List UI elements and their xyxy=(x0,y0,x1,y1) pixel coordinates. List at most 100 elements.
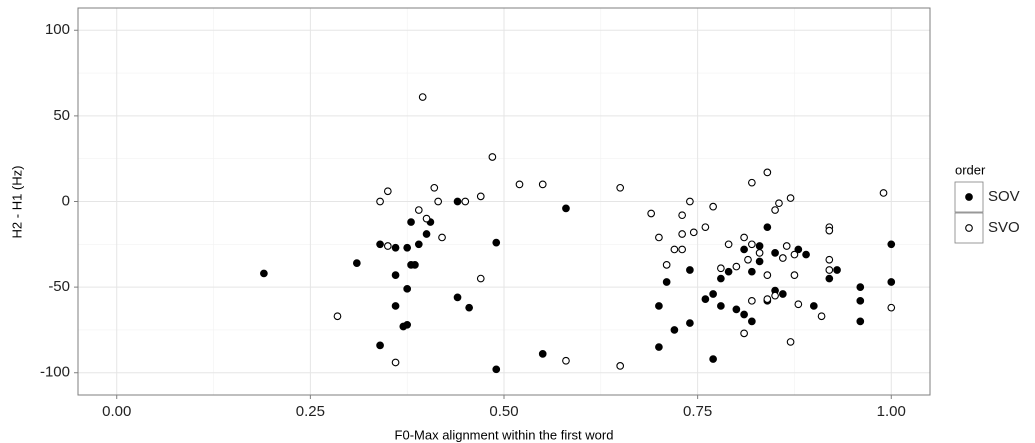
point xyxy=(383,187,392,196)
point xyxy=(732,262,741,271)
legend-marker xyxy=(965,224,973,232)
y-axis-title: H2 - H1 (Hz) xyxy=(9,166,24,239)
point xyxy=(763,223,772,232)
point xyxy=(476,274,485,283)
point xyxy=(616,183,625,192)
point xyxy=(383,242,392,250)
x-tick-label: 0.50 xyxy=(489,403,518,420)
point xyxy=(655,302,663,310)
point xyxy=(391,302,400,310)
point xyxy=(786,194,795,202)
point xyxy=(391,271,400,279)
point xyxy=(562,204,570,213)
y-tick-label: 100 xyxy=(45,21,70,38)
point xyxy=(778,290,787,298)
point xyxy=(414,206,423,214)
point xyxy=(655,233,663,242)
point xyxy=(422,230,431,238)
legend-title: order xyxy=(955,162,986,177)
point xyxy=(709,290,717,298)
point xyxy=(744,255,752,264)
point xyxy=(476,192,485,201)
y-tick-label: -50 xyxy=(48,278,70,295)
point xyxy=(701,295,710,303)
point xyxy=(701,223,710,232)
point xyxy=(825,226,834,235)
point xyxy=(790,271,799,279)
point xyxy=(879,189,888,197)
point xyxy=(778,254,787,262)
x-tick-label: 0.75 xyxy=(683,403,712,420)
point xyxy=(538,350,547,358)
point xyxy=(809,302,818,310)
point xyxy=(461,197,470,206)
point xyxy=(352,259,361,267)
point xyxy=(724,267,733,276)
point xyxy=(492,365,501,374)
point xyxy=(686,197,694,206)
point xyxy=(748,317,756,326)
point xyxy=(833,266,841,274)
point xyxy=(755,249,764,257)
point xyxy=(717,264,725,273)
point xyxy=(794,300,803,309)
point xyxy=(825,255,834,264)
point xyxy=(662,278,671,286)
point xyxy=(686,266,694,274)
point xyxy=(678,230,686,238)
point xyxy=(763,271,772,279)
point xyxy=(422,214,431,223)
legend-marker xyxy=(965,193,973,201)
point xyxy=(748,178,756,187)
point xyxy=(740,310,748,319)
point xyxy=(740,329,748,338)
point xyxy=(709,355,717,363)
point xyxy=(662,261,671,269)
point xyxy=(434,197,443,206)
point xyxy=(260,269,268,278)
point xyxy=(453,293,462,302)
legend: order SOV SVO xyxy=(954,162,1020,244)
point xyxy=(391,358,400,367)
x-tick-label: 0.25 xyxy=(296,403,325,420)
point xyxy=(775,199,783,208)
point xyxy=(678,245,686,254)
point xyxy=(790,250,799,259)
point xyxy=(825,274,834,283)
point xyxy=(616,362,625,370)
point xyxy=(418,93,427,101)
point xyxy=(488,153,497,161)
y-tick-label: 50 xyxy=(53,107,70,124)
point xyxy=(403,284,412,293)
point xyxy=(403,320,412,329)
point xyxy=(492,238,501,247)
point xyxy=(376,341,384,350)
point xyxy=(453,197,462,206)
y-tick-label: -100 xyxy=(40,364,70,381)
point xyxy=(430,183,439,192)
point xyxy=(786,338,795,346)
legend-label: SVO xyxy=(988,219,1020,236)
x-tick-label: 0.00 xyxy=(102,403,131,420)
point xyxy=(689,228,698,237)
point xyxy=(414,240,423,249)
point xyxy=(763,168,772,177)
point xyxy=(724,240,733,249)
point xyxy=(686,319,694,327)
point xyxy=(856,283,865,291)
point xyxy=(670,245,679,254)
point xyxy=(465,303,473,312)
point xyxy=(391,243,400,252)
point xyxy=(748,296,756,305)
point xyxy=(771,291,779,300)
point xyxy=(817,312,826,321)
point xyxy=(376,240,384,249)
point xyxy=(755,257,764,266)
point xyxy=(887,303,896,312)
point xyxy=(717,274,725,283)
point xyxy=(771,249,779,257)
point xyxy=(407,218,415,226)
point xyxy=(732,305,741,314)
point xyxy=(403,243,412,252)
